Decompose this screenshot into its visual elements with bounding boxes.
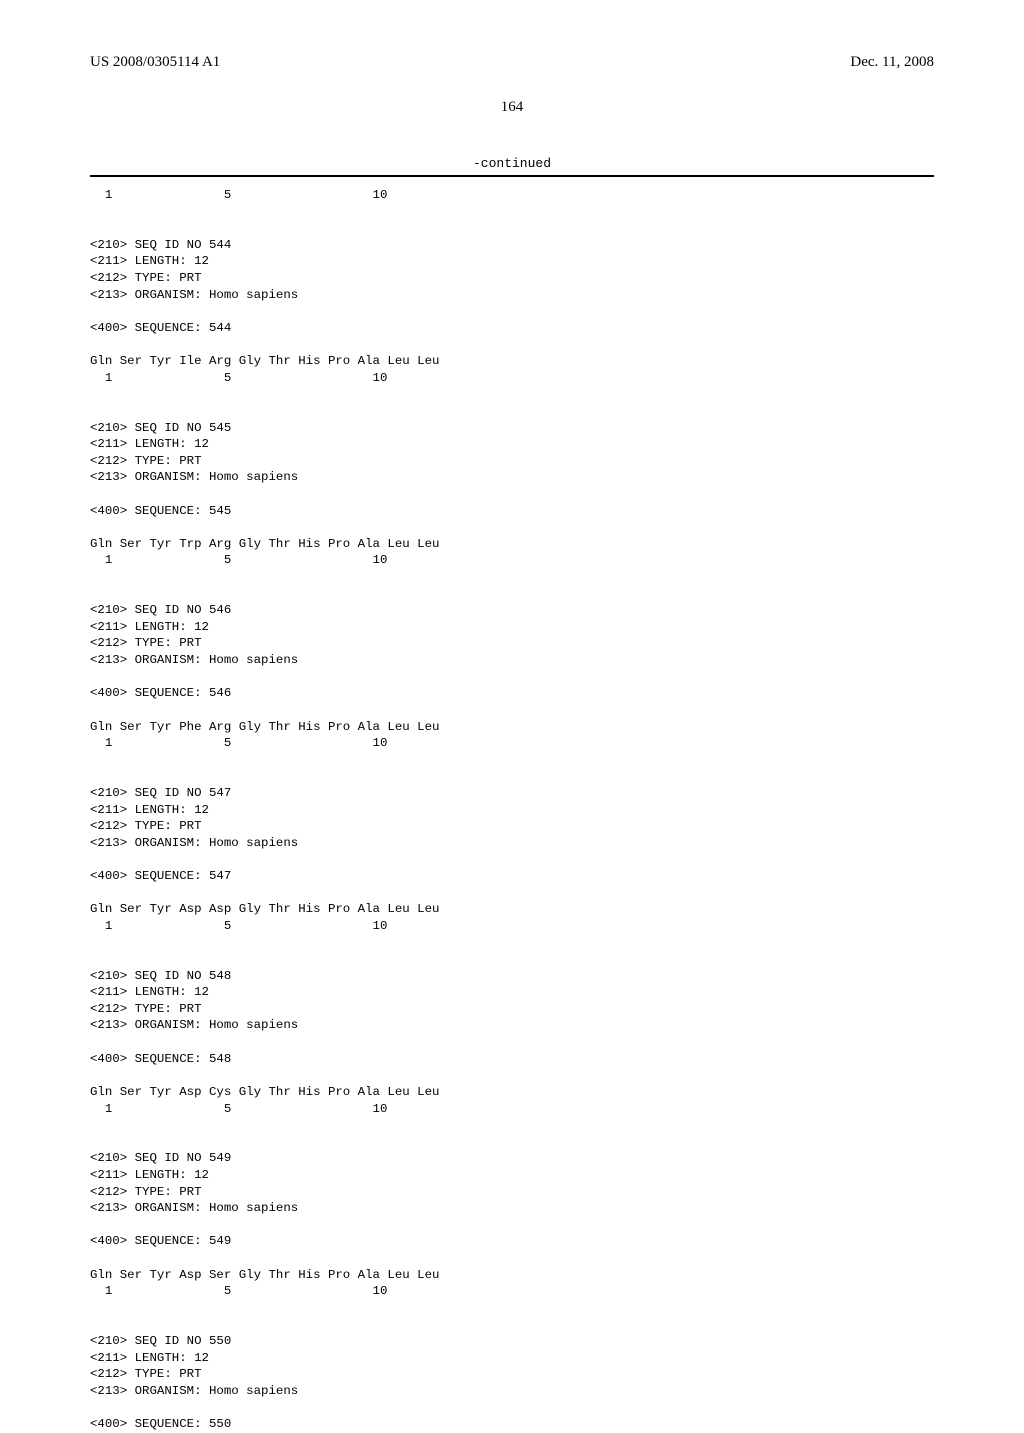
publication-number: US 2008/0305114 A1 — [90, 54, 220, 71]
continued-label: -continued — [90, 156, 934, 175]
publication-date: Dec. 11, 2008 — [850, 54, 934, 71]
sequence-listing: 1 5 10 <210> SEQ ID NO 544 <211> LENGTH:… — [90, 187, 934, 1433]
continued-block: -continued — [90, 156, 934, 177]
page: US 2008/0305114 A1 Dec. 11, 2008 164 -co… — [0, 0, 1024, 1320]
page-header: US 2008/0305114 A1 Dec. 11, 2008 — [90, 54, 934, 71]
horizontal-rule — [90, 175, 934, 177]
page-number: 164 — [90, 99, 934, 116]
